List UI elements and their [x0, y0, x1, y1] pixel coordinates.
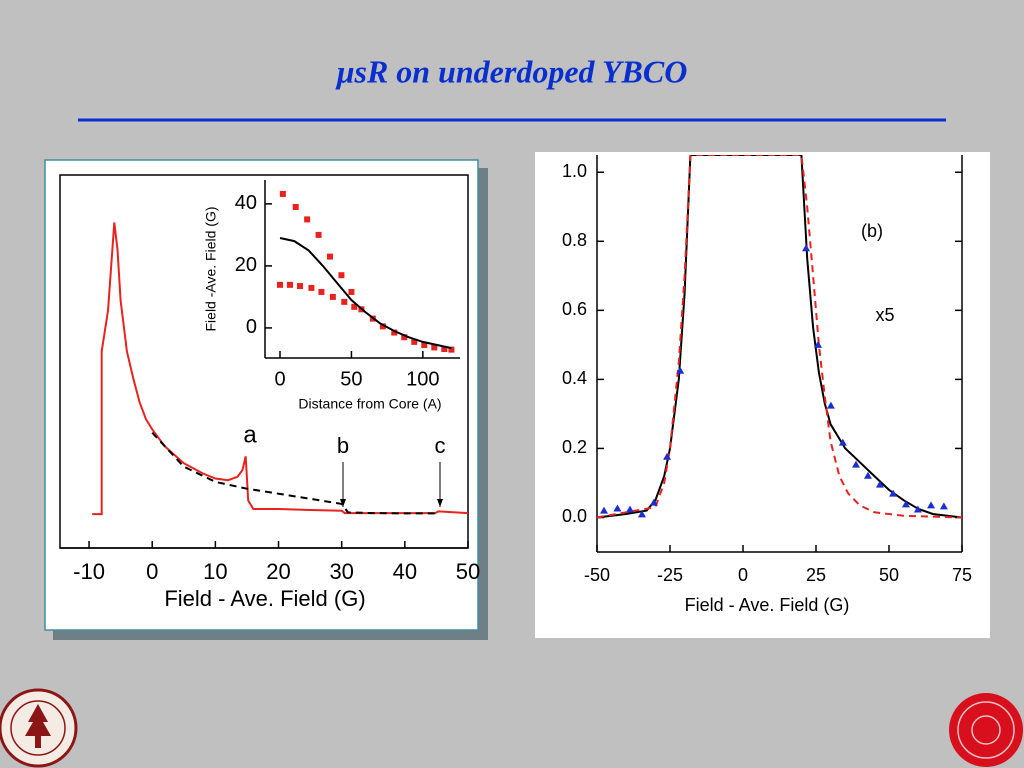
- data-line: [279, 237, 452, 350]
- annotation: b: [337, 433, 349, 458]
- y-tick-label: 20: [235, 254, 257, 276]
- data-point: [927, 501, 936, 509]
- y-tick-label: 0.8: [562, 230, 587, 250]
- data-point: [401, 334, 408, 341]
- data-point: [279, 190, 286, 197]
- x-tick-label: 50: [879, 565, 899, 585]
- data-point: [802, 244, 811, 252]
- data-point: [625, 505, 634, 513]
- data-point: [351, 303, 358, 310]
- data-point: [391, 329, 398, 336]
- y-tick-label: 0.2: [562, 437, 587, 457]
- chart: -10 0 10 20 30 40 50 Field - Ave. Field (G) a b c: [59, 174, 480, 611]
- y-axis-label: Field -Ave. Field (G): [203, 207, 219, 332]
- data-point: [318, 288, 325, 295]
- data-point: [315, 231, 322, 238]
- data-point: [663, 452, 672, 460]
- data-point: [637, 510, 646, 518]
- data-point: [863, 471, 872, 479]
- data-point: [613, 504, 622, 512]
- x-tick-label: -25: [657, 565, 683, 585]
- chart: 0 50 100 0 20 40 Distance from Core (A) Field -…: [203, 180, 460, 412]
- data-point: [348, 288, 355, 295]
- x-tick-label: 75: [952, 565, 972, 585]
- data-point: [304, 216, 311, 223]
- annotation: c: [435, 433, 446, 458]
- data-point: [838, 438, 847, 446]
- annotation: (b): [861, 221, 883, 241]
- data-point: [889, 489, 898, 497]
- data-point: [875, 480, 884, 488]
- annotation-arrowhead: [437, 499, 443, 507]
- data-point: [379, 323, 386, 330]
- x-tick-label: 0: [274, 368, 285, 390]
- y-tick-label: 0.4: [562, 368, 587, 388]
- x-tick-label: 50: [456, 559, 480, 584]
- logo-right: [949, 693, 1023, 767]
- x-tick-label: -50: [584, 565, 610, 585]
- plot-area: [597, 155, 962, 519]
- data-point: [649, 498, 658, 506]
- annotation: x5: [875, 305, 894, 325]
- x-tick-label: 25: [806, 565, 826, 585]
- y-tick-label: 0: [246, 316, 257, 338]
- data-line: [597, 155, 962, 519]
- data-point: [297, 283, 303, 290]
- plot-area: [92, 222, 468, 516]
- y-tick-label: 0.6: [562, 299, 587, 319]
- data-point: [600, 506, 609, 514]
- slide-title: μsR on underdoped YBCO: [335, 53, 688, 89]
- data-line: [92, 222, 468, 516]
- x-axis-label: Distance from Core (A): [298, 396, 441, 412]
- data-point: [939, 502, 948, 510]
- data-point: [441, 346, 448, 353]
- data-point: [341, 298, 348, 305]
- data-point: [277, 281, 283, 288]
- x-tick-label: -10: [73, 559, 105, 584]
- x-tick-label: 100: [406, 368, 439, 390]
- plot-area: [277, 190, 455, 353]
- data-point: [676, 366, 685, 374]
- data-point: [292, 203, 299, 210]
- y-tick-label: 1.0: [562, 161, 587, 181]
- data-point: [287, 281, 293, 288]
- chart: -50 -25 0 25 50 75 0.0 0.2 0.4 0.6 0.8 1.0 Field - A…: [562, 155, 972, 615]
- data-point: [308, 284, 315, 291]
- data-point: [913, 505, 922, 513]
- data-point: [431, 344, 438, 351]
- data-point: [421, 341, 428, 348]
- data-point: [411, 338, 418, 345]
- x-tick-label: 50: [340, 368, 362, 390]
- data-point: [338, 272, 345, 279]
- data-point: [329, 293, 336, 300]
- data-line: [151, 432, 437, 515]
- logo-left: [0, 688, 78, 768]
- x-tick-label: 0: [146, 559, 158, 584]
- y-tick-label: 0.0: [562, 506, 587, 526]
- x-tick-label: 30: [329, 559, 353, 584]
- x-axis-label: Field - Ave. Field (G): [164, 586, 365, 611]
- data-point: [901, 500, 910, 508]
- data-point: [826, 401, 835, 409]
- y-tick-label: 40: [235, 192, 257, 214]
- data-point: [448, 346, 455, 353]
- data-point: [814, 340, 823, 348]
- annotation-arrowhead: [340, 499, 346, 507]
- data-point: [852, 460, 861, 468]
- x-tick-label: 10: [203, 559, 227, 584]
- data-point: [327, 253, 333, 260]
- panel-b: [535, 152, 990, 638]
- annotation: a: [243, 421, 257, 448]
- x-tick-label: 0: [738, 565, 748, 585]
- x-axis-label: Field - Ave. Field (G): [685, 595, 850, 615]
- x-tick-label: 20: [266, 559, 290, 584]
- x-tick-label: 40: [393, 559, 417, 584]
